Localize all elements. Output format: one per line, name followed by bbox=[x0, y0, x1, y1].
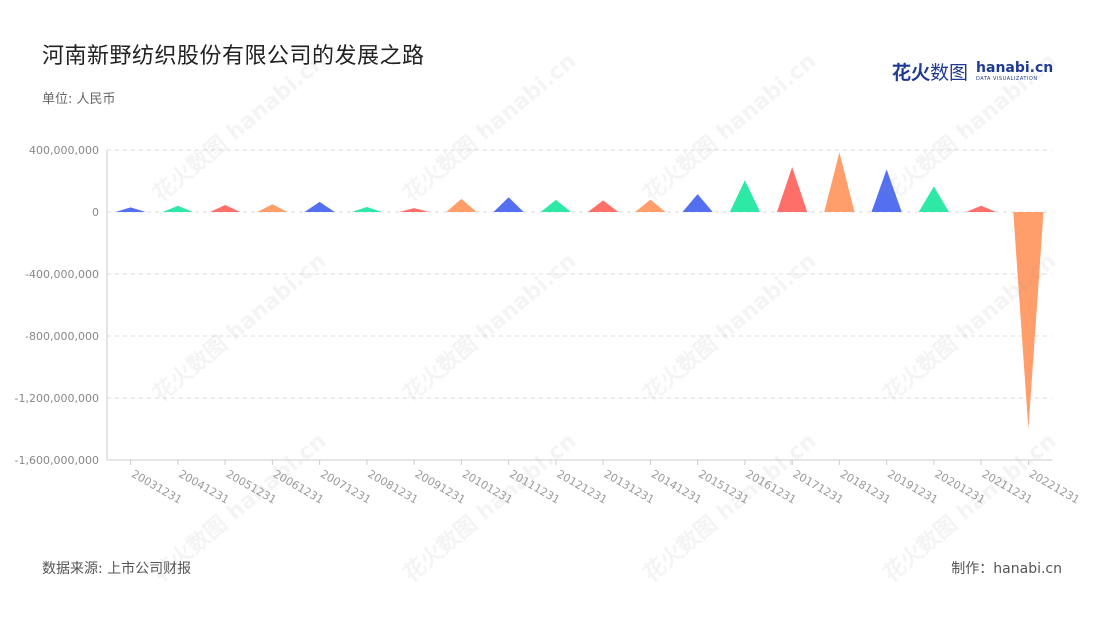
chart-title: 河南新野纺织股份有限公司的发展之路 bbox=[42, 44, 425, 69]
bar-triangle bbox=[635, 199, 666, 212]
unit-label: 单位: 人民币 bbox=[42, 92, 116, 107]
bar-triangle bbox=[871, 169, 902, 212]
x-tick-label: 20051231 bbox=[224, 467, 279, 506]
y-tick-label: -800,000,000 bbox=[25, 330, 99, 343]
y-tick-label: -1,600,000,000 bbox=[15, 454, 99, 467]
bar-triangle bbox=[162, 205, 193, 212]
bar-triangle bbox=[446, 198, 477, 212]
x-tick-label: 20201231 bbox=[932, 467, 987, 506]
x-tick-label: 20131231 bbox=[602, 467, 657, 506]
x-tick-label: 20071231 bbox=[318, 467, 373, 506]
bar-triangle bbox=[540, 199, 571, 212]
bar-triangle bbox=[115, 207, 146, 212]
bar-triangle bbox=[210, 205, 241, 212]
x-tick-label: 20041231 bbox=[176, 467, 231, 506]
x-tick-label: 20091231 bbox=[413, 467, 468, 506]
x-tick-label: 20061231 bbox=[271, 467, 326, 506]
bar-triangle bbox=[1013, 212, 1044, 429]
x-tick-label: 20111231 bbox=[507, 467, 562, 506]
logo-en: hanabi.cn DATA VISUALIZATION bbox=[976, 60, 1054, 82]
x-tick-label: 20081231 bbox=[365, 467, 420, 506]
bar-triangle bbox=[682, 194, 713, 212]
y-tick-label: 0 bbox=[92, 206, 99, 219]
x-tick-label: 20221231 bbox=[1027, 467, 1082, 506]
x-tick-label: 20141231 bbox=[649, 467, 704, 506]
x-tick-label: 20161231 bbox=[743, 467, 798, 506]
x-tick-label: 20031231 bbox=[129, 467, 184, 506]
bar-triangle bbox=[777, 167, 808, 212]
hanabi-logo: 花火数图 hanabi.cn DATA VISUALIZATION bbox=[892, 58, 1053, 85]
bar-triangle bbox=[918, 186, 949, 212]
credit: 制作：hanabi.cn bbox=[951, 561, 1062, 577]
y-tick-label: 400,000,000 bbox=[29, 144, 99, 157]
data-source: 数据来源: 上市公司财报 bbox=[42, 561, 192, 577]
y-tick-label: -1,200,000,000 bbox=[15, 392, 99, 405]
x-tick-label: 20121231 bbox=[554, 467, 609, 506]
logo-cn: 花火数图 bbox=[892, 62, 969, 84]
bar-triangle bbox=[351, 207, 382, 212]
x-tick-label: 20101231 bbox=[460, 467, 515, 506]
x-tick-label: 20191231 bbox=[885, 467, 940, 506]
x-tick-label: 20211231 bbox=[980, 467, 1035, 506]
bar-triangle bbox=[257, 204, 288, 212]
bar-triangle bbox=[399, 208, 430, 212]
y-tick-label: -400,000,000 bbox=[25, 268, 99, 281]
x-tick-label: 20181231 bbox=[838, 467, 893, 506]
bar-triangle bbox=[304, 201, 335, 212]
bar-triangle bbox=[588, 200, 619, 212]
bar-triangle bbox=[493, 197, 524, 212]
x-tick-label: 20171231 bbox=[791, 467, 846, 506]
x-tick-label: 20151231 bbox=[696, 467, 751, 506]
bar-triangle bbox=[966, 205, 997, 212]
bar-triangle bbox=[729, 180, 760, 212]
bar-triangle bbox=[824, 152, 855, 212]
